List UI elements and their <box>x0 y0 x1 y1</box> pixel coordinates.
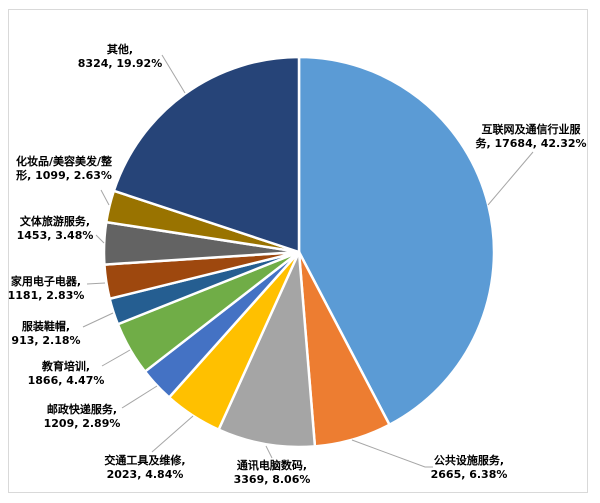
leader-line <box>86 282 106 285</box>
leader-line <box>82 312 114 328</box>
pie-slice-1 <box>297 55 496 426</box>
leader-line <box>121 385 158 409</box>
leader-line <box>487 151 534 206</box>
pie-slice-11 <box>112 55 301 254</box>
leader-line <box>100 189 110 206</box>
leader-line <box>265 445 273 459</box>
leader-line <box>95 234 105 244</box>
leader-line <box>101 349 131 367</box>
leader-line <box>161 54 186 94</box>
leader-line <box>351 439 433 468</box>
pie-slice-3 <box>217 250 317 449</box>
leader-line <box>151 415 194 453</box>
